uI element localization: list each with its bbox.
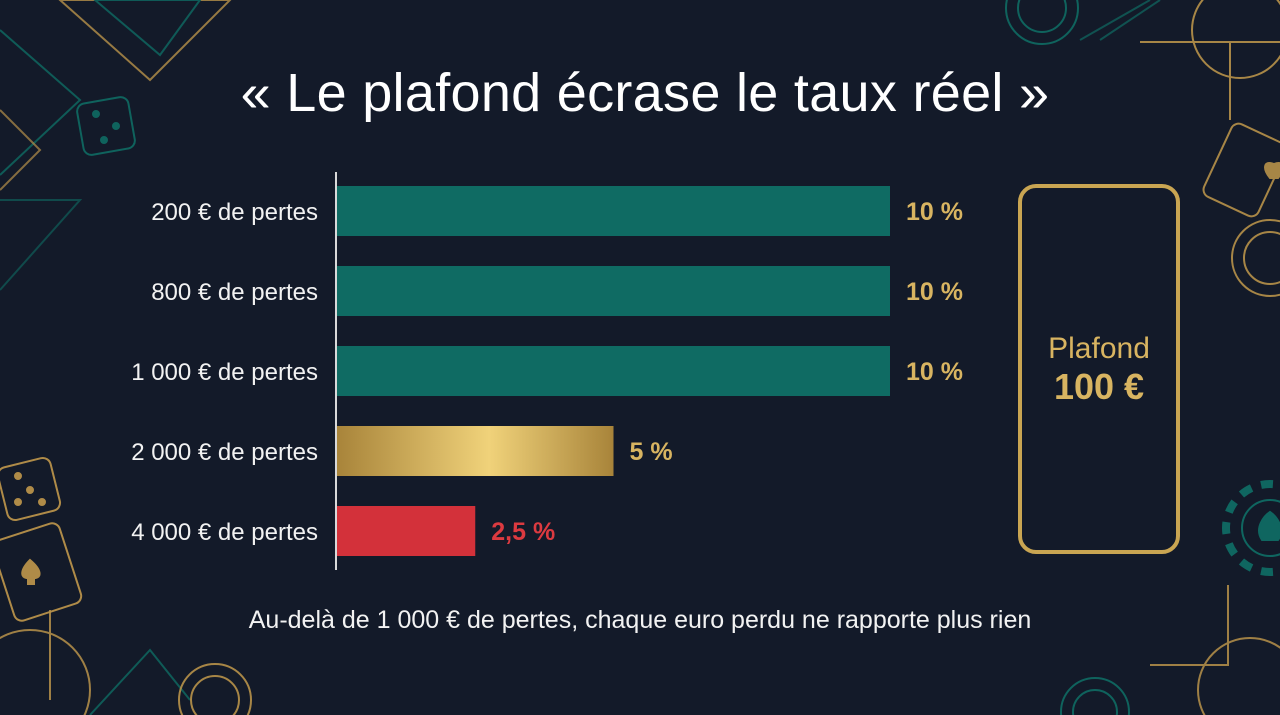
cap-label: Plafond: [1048, 332, 1150, 365]
value-label: 5 %: [630, 438, 673, 466]
poker-chip-right-icon: [1231, 219, 1280, 297]
bar: [337, 266, 890, 316]
bar: [337, 186, 890, 236]
category-label: 200 € de pertes: [151, 199, 318, 226]
cap-box: Plafond 100 €: [1018, 184, 1180, 554]
poker-chip-bottom-right-icon: [1060, 677, 1130, 715]
bar: [337, 426, 614, 476]
value-label: 10 %: [906, 198, 963, 226]
category-label: 2 000 € de pertes: [131, 439, 318, 466]
roulette-arc-icon: [1191, 0, 1280, 79]
poker-chip-icon: [1005, 0, 1079, 45]
poker-chip-teal-icon: [1222, 480, 1280, 576]
cap-value: 100 €: [1053, 366, 1145, 407]
value-label: 2,5 %: [491, 518, 555, 546]
bar: [337, 346, 890, 396]
category-label: 1 000 € de pertes: [131, 359, 318, 386]
card-outline-icon: [0, 29, 82, 176]
cards-right-icon: [1202, 122, 1280, 218]
footnote: Au-delà de 1 000 € de pertes, chaque eur…: [248, 606, 1032, 634]
value-label: 10 %: [906, 278, 963, 306]
category-label: 800 € de pertes: [151, 279, 318, 306]
value-label: 10 %: [906, 358, 963, 386]
dice-icon: [76, 96, 136, 156]
playing-cards-icon: [58, 0, 232, 82]
category-label: 4 000 € de pertes: [131, 519, 318, 546]
bar: [337, 506, 476, 556]
dice-left-icon: [0, 456, 62, 522]
poker-chip-bottom-left-icon: [178, 663, 252, 715]
page-title: « Le plafond écrase le taux réel »: [240, 63, 1050, 123]
